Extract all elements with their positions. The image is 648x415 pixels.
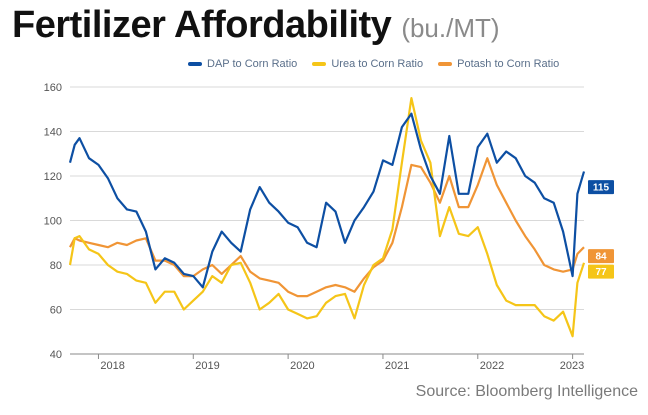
legend-label-potash: Potash to Corn Ratio — [457, 58, 560, 70]
end-label-box-0 — [588, 180, 614, 195]
chart-subtitle: (bu./MT) — [401, 13, 500, 43]
legend-item-potash: Potash to Corn Ratio — [438, 58, 559, 70]
series-line-2 — [69, 157, 585, 298]
y-tick-label-140: 140 — [44, 127, 62, 139]
y-tick-label-100: 100 — [44, 216, 62, 228]
legend-label-dap: DAP to Corn Ratio — [207, 58, 298, 70]
chart-title: Fertilizer Affordability — [12, 4, 392, 46]
legend-item-dap: DAP to Corn Ratio — [188, 58, 297, 70]
x-tick-label-2021: 2021 — [385, 360, 409, 372]
series-line-1 — [68, 97, 586, 338]
end-label-text-0: 115 — [593, 183, 610, 194]
legend-swatch-dap — [188, 62, 202, 67]
x-tick-label-2018: 2018 — [100, 360, 124, 372]
legend: DAP to Corn Ratio Urea to Corn Ratio Pot… — [188, 58, 571, 70]
y-tick-label-40: 40 — [50, 349, 62, 361]
legend-swatch-potash — [438, 62, 453, 67]
end-label-text-2: 84 — [595, 252, 607, 263]
end-label-text-1: 77 — [595, 267, 607, 278]
source-note: Source: Bloomberg Intelligence — [415, 383, 638, 400]
y-tick-label-120: 120 — [44, 171, 62, 183]
y-tick-label-60: 60 — [50, 305, 62, 317]
legend-item-urea: Urea to Corn Ratio — [312, 58, 423, 70]
legend-label-urea: Urea to Corn Ratio — [331, 58, 424, 70]
series-line-0 — [68, 112, 586, 289]
end-label-box-2 — [588, 249, 614, 264]
x-tick-label-2019: 2019 — [195, 360, 219, 372]
x-tick-label-2022: 2022 — [480, 360, 504, 372]
x-tick-label-2023: 2023 — [560, 360, 584, 372]
y-tick-label-80: 80 — [50, 260, 62, 272]
legend-swatch-urea — [312, 62, 327, 67]
end-label-box-1 — [588, 264, 614, 279]
y-tick-label-160: 160 — [44, 82, 62, 94]
x-tick-label-2020: 2020 — [290, 360, 314, 372]
title-row: Fertilizer Affordability (bu./MT) — [12, 4, 500, 47]
